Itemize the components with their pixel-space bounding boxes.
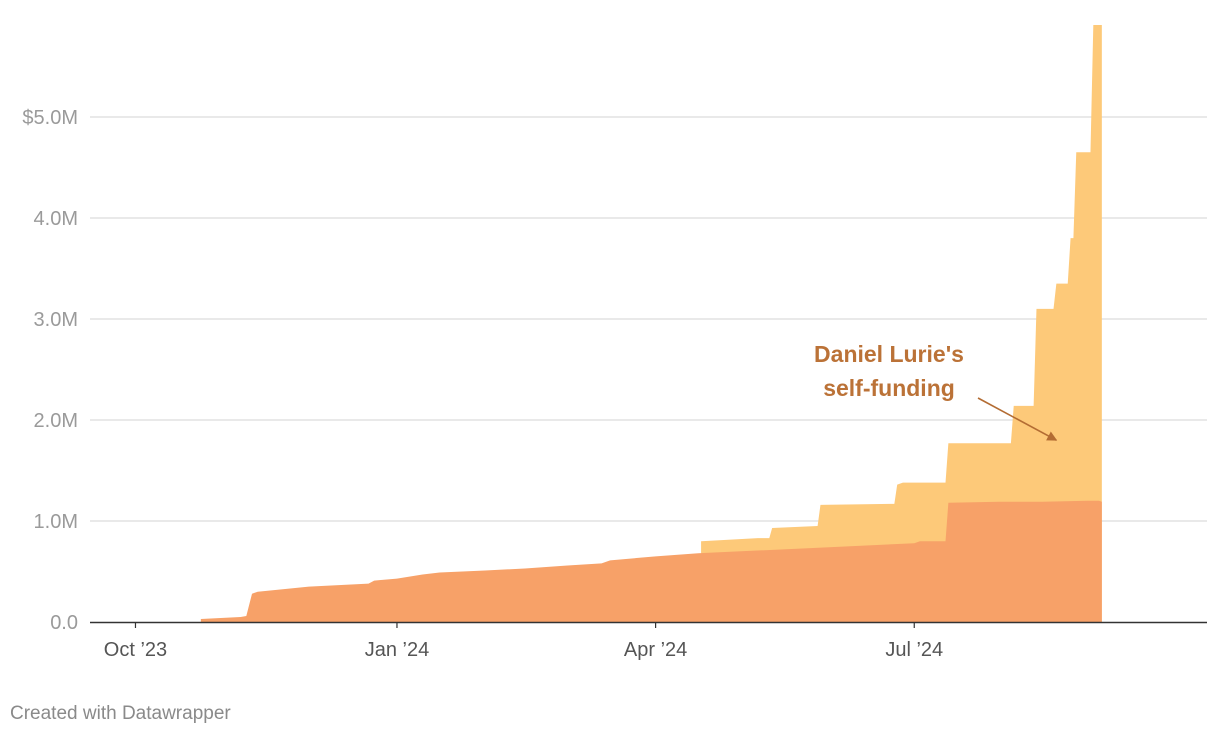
annotation-arrow [977,397,1058,441]
annotation-line-1: Daniel Lurie's [814,341,964,367]
area-series-1 [701,25,1102,623]
y-tick-label: 0.0 [50,612,78,634]
y-tick-label: 2.0M [34,410,78,432]
y-tick-label: $5.0M [22,107,78,129]
y-axis-ticks: 0.0 1.0M 2.0M 3.0M 4.0M $5.0M [22,107,78,634]
area-series-0 [200,500,1102,622]
annotation: Daniel Lurie's self-funding [814,341,1058,441]
x-tick-label: Jan ’24 [365,639,430,661]
x-tick-label: Apr ’24 [624,639,687,661]
area-series [200,25,1102,623]
y-tick-label: 3.0M [34,309,78,331]
annotation-line-2: self-funding [823,375,955,401]
x-tick-label: Jul ’24 [885,639,943,661]
x-axis-ticks: Oct ’23 Jan ’24 Apr ’24 Jul ’24 [104,622,943,661]
x-tick-label: Oct ’23 [104,639,167,661]
credit-footer: Created with Datawrapper [10,703,231,724]
y-tick-label: 4.0M [34,208,78,230]
y-tick-label: 1.0M [34,511,78,533]
